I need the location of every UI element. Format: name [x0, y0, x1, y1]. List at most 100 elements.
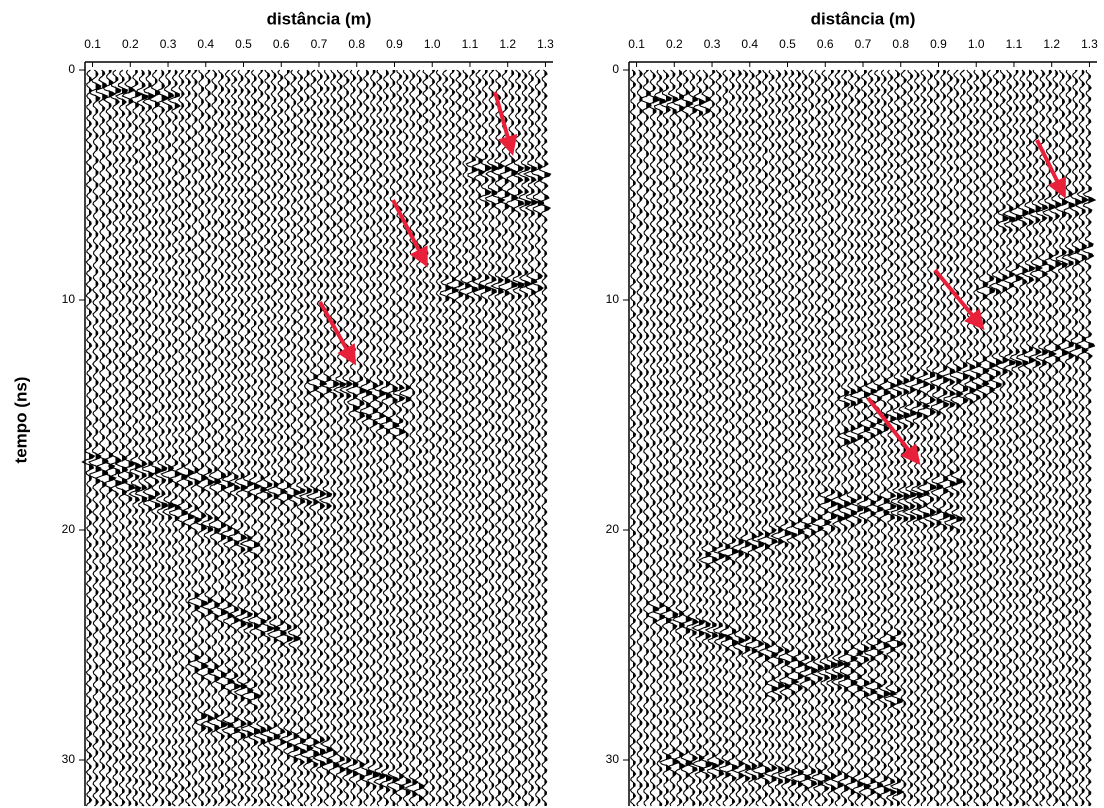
trace — [411, 69, 426, 807]
trace-fill — [293, 70, 301, 806]
trace — [226, 69, 243, 807]
trace-fill — [95, 70, 102, 806]
trace — [849, 69, 865, 807]
trace-fill — [659, 70, 666, 806]
trace — [816, 69, 833, 807]
trace — [451, 69, 465, 807]
trace — [516, 69, 533, 807]
trace — [477, 69, 493, 807]
x-tick-label: 1.1 — [462, 37, 479, 51]
trace-fill — [108, 70, 116, 806]
trace-fill — [956, 70, 963, 806]
trace — [679, 69, 694, 807]
trace-fill — [419, 70, 425, 806]
trace — [636, 69, 643, 807]
trace-fill — [353, 70, 360, 806]
trace — [975, 69, 990, 807]
trace-fill — [784, 70, 791, 806]
trace — [312, 69, 328, 807]
trace — [646, 69, 661, 807]
trace — [862, 69, 878, 807]
trace — [901, 69, 918, 807]
x-tick-label: 1.3 — [537, 37, 554, 51]
trace-fill — [652, 70, 660, 806]
trace — [638, 69, 652, 807]
trace-fill — [692, 70, 699, 806]
trace — [247, 69, 263, 807]
trace-fill — [465, 70, 472, 806]
trace — [725, 69, 740, 807]
trace — [364, 69, 380, 807]
arrow — [391, 199, 428, 268]
trace-fill — [544, 70, 551, 806]
trace-fill — [221, 70, 228, 806]
trace-fill — [1035, 70, 1042, 806]
trace — [199, 69, 216, 807]
trace-fill — [936, 70, 943, 806]
trace — [121, 69, 136, 807]
trace-fill — [1002, 70, 1009, 806]
trace — [1021, 69, 1037, 807]
x-tick-label: 1.2 — [499, 37, 516, 51]
trace — [652, 69, 667, 807]
x-axis-title: distância (m) — [267, 9, 372, 28]
trace-fill — [379, 70, 386, 806]
trace — [439, 69, 453, 807]
trace-fill — [817, 70, 824, 806]
x-tick-label: 0.3 — [160, 37, 177, 51]
trace — [273, 69, 289, 807]
y-tick-label: 10 — [606, 292, 620, 306]
trace — [1073, 69, 1090, 807]
trace — [160, 69, 176, 807]
x-tick-label: 0.4 — [741, 37, 758, 51]
trace — [1035, 69, 1050, 807]
trace — [1009, 69, 1024, 807]
trace — [697, 69, 713, 807]
y-tick-label: 0 — [612, 62, 619, 76]
trace-fill — [122, 70, 128, 806]
trace — [710, 69, 727, 807]
trace-fill — [280, 70, 287, 806]
trace — [114, 69, 129, 807]
trace — [895, 69, 912, 807]
trace — [995, 69, 1010, 807]
trace-fill — [738, 70, 745, 806]
trace — [763, 69, 779, 807]
x-axis-title: distância (m) — [811, 9, 916, 28]
trace — [422, 69, 430, 807]
trace-fill — [712, 70, 719, 806]
x-tick-label: 1.0 — [424, 37, 441, 51]
x-tick-label: 0.1 — [628, 37, 645, 51]
axis-mask — [619, 0, 1104, 62]
x-tick-label: 0.9 — [930, 37, 947, 51]
trace — [988, 69, 1003, 807]
trace-fill — [844, 70, 852, 806]
trace-fill — [824, 70, 832, 806]
trace — [352, 69, 367, 807]
trace — [770, 69, 786, 807]
x-tick-label: 0.8 — [348, 37, 365, 51]
x-tick-label: 0.2 — [122, 37, 139, 51]
trace-fill — [890, 70, 897, 806]
axes: distância (m) 0.1 0.2 0.3 0.4 0.5 0.6 0.7 0.8 0.9… — [11, 0, 1104, 806]
trace-fill — [989, 70, 996, 806]
trace — [803, 69, 819, 807]
trace-fill — [1022, 70, 1029, 806]
trace-fill — [518, 70, 525, 806]
trace-fill — [751, 70, 758, 806]
trace-fill — [359, 70, 366, 806]
trace-fill — [758, 70, 765, 806]
trace-fill — [976, 70, 982, 806]
arrow — [493, 91, 518, 156]
trace — [193, 69, 209, 807]
trace-fill — [672, 70, 680, 806]
trace — [1014, 69, 1030, 807]
x-tick-label: 1.0 — [968, 37, 985, 51]
trace-fill — [333, 70, 340, 806]
trace-fill — [168, 70, 175, 806]
trace — [530, 69, 545, 807]
trace — [797, 69, 813, 807]
trace — [522, 69, 540, 807]
x-tick-label: 0.5 — [779, 37, 796, 51]
